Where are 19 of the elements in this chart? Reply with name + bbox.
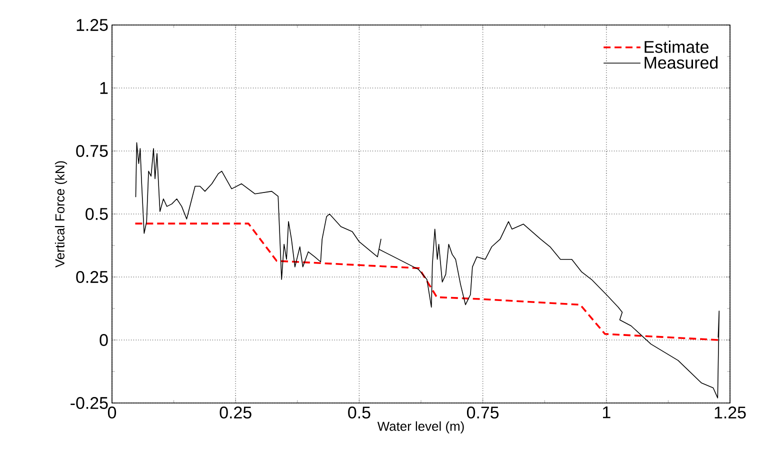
y-tick-label: 1.25 xyxy=(76,18,108,31)
y-tick-label: 0.75 xyxy=(76,145,108,157)
y-axis-title: Vertical Force (kN) xyxy=(54,161,68,268)
x-tick-label: 0.5 xyxy=(348,406,370,419)
y-tick-label: -0.25 xyxy=(70,397,108,409)
legend-label: Measured xyxy=(644,56,718,69)
x-tick-label: 0.75 xyxy=(466,406,499,419)
x-tick-label: 1.25 xyxy=(714,406,746,419)
x-tick-label: 0.25 xyxy=(220,406,252,419)
x-tick-label: 1 xyxy=(602,406,610,418)
y-tick-label: 0.5 xyxy=(86,208,108,220)
y-tick-label: 0.25 xyxy=(76,271,108,283)
x-tick-label: 0 xyxy=(108,406,116,419)
line-series xyxy=(135,142,720,398)
line-series xyxy=(134,222,720,341)
y-tick-label: 1 xyxy=(100,82,108,94)
x-axis-title: Water level (m) xyxy=(377,421,464,434)
y-tick-label: 0 xyxy=(100,334,108,346)
legend-label: Estimate xyxy=(644,40,708,53)
